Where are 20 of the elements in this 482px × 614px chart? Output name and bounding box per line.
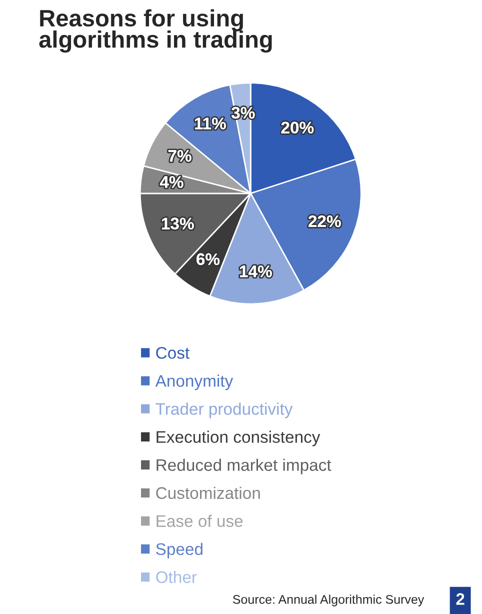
text: 2 xyxy=(456,593,464,605)
chart-title: Reasons for using algorithms in trading xyxy=(39,9,272,53)
legend-label: Cost xyxy=(156,347,190,359)
legend-label: Ease of use xyxy=(156,514,243,528)
legend-label: Other xyxy=(156,570,197,584)
legend-label: Customization xyxy=(156,486,260,499)
legend-label: Trader productivity xyxy=(156,402,293,418)
data-label: 4% xyxy=(160,176,184,188)
data-label: 7% xyxy=(168,150,192,162)
source-note: Source: Annual Algorithmic Survey xyxy=(232,594,424,606)
data-label: 6% xyxy=(196,253,220,266)
data-label: 14% xyxy=(240,266,272,278)
data-label: 11% xyxy=(194,118,226,130)
legend-label: Anonymity xyxy=(155,374,234,390)
data-label: 20% xyxy=(281,122,314,134)
legend-label: Reduced market impact xyxy=(156,458,332,474)
legend-label: Execution consistency xyxy=(156,430,320,446)
legend-label: Speed xyxy=(156,542,202,558)
data-label: 13% xyxy=(162,218,194,230)
data-label: 22% xyxy=(308,215,341,228)
